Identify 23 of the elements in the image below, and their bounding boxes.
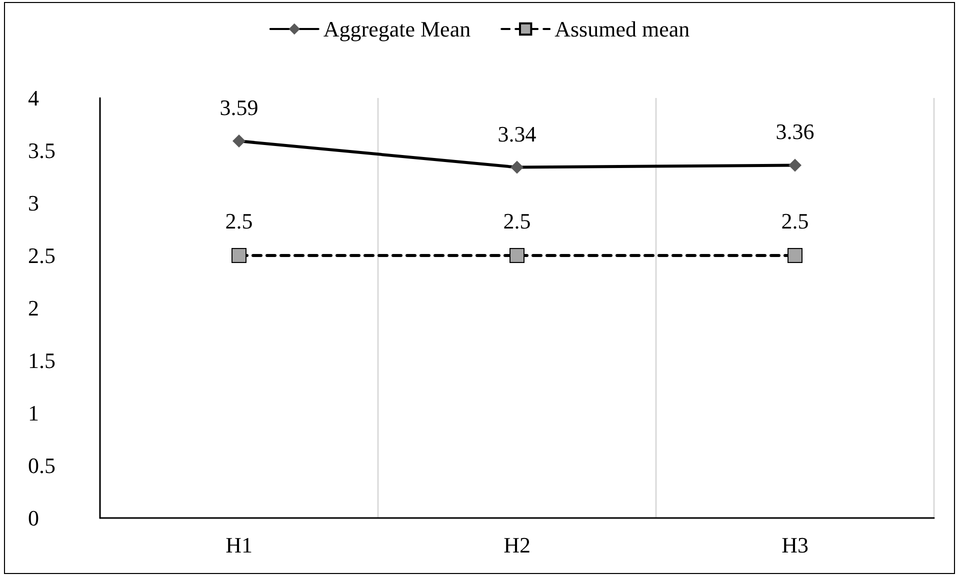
y-tick-label: 1.5 [28,348,56,373]
data-label: 3.34 [498,121,536,146]
x-tick-label: H2 [504,532,530,558]
y-tick-label: 0 [28,506,39,530]
point [232,248,246,263]
data-label: 3.59 [220,95,258,120]
point [788,248,802,263]
data-label: 2.5 [225,208,253,234]
data-label: 2.5 [781,208,809,234]
y-tick-label: 2.5 [28,243,56,268]
y-tick-label: 0.5 [28,453,56,478]
y-tick-label: 2 [28,296,39,320]
data-label: 3.36 [776,119,814,144]
y-tick-label: 4 [28,86,39,110]
x-tick-label: H3 [782,532,808,558]
y-tick-label: 3.5 [28,138,56,163]
y-tick-label: 3 [28,190,39,216]
point [510,248,524,263]
y-tick-label: 1 [28,400,39,426]
data-label: 2.5 [503,208,531,234]
legend-label: Assumed mean [554,16,690,42]
x-tick-label: H1 [226,532,252,558]
legend-label: Aggregate Mean [323,16,471,42]
